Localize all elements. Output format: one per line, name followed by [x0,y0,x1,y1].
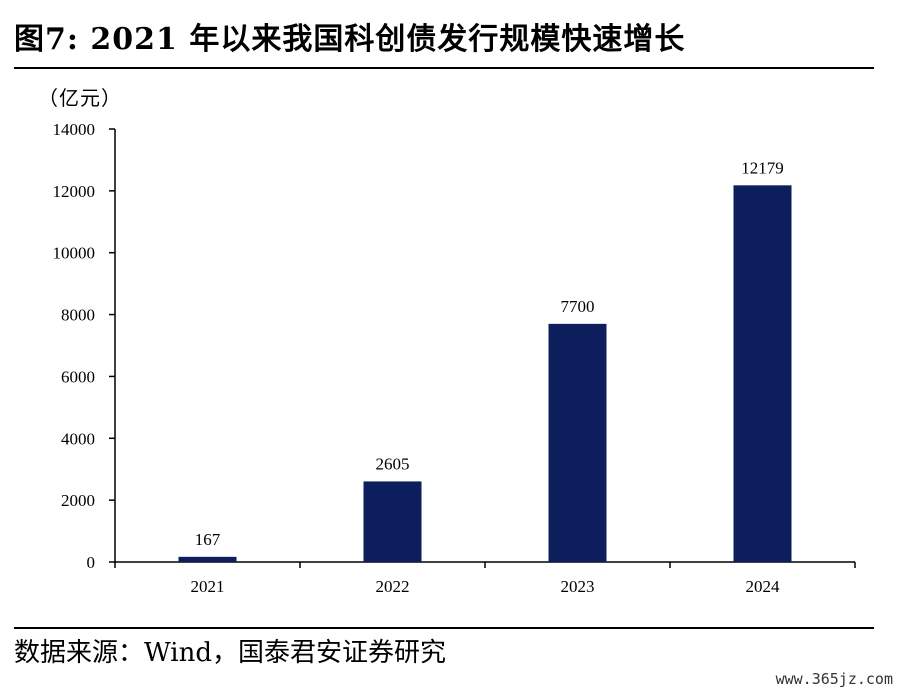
x-tick-label: 2021 [191,577,225,596]
y-tick-label: 2000 [61,491,95,510]
y-tick-label: 4000 [61,429,95,448]
x-tick-label: 2023 [561,577,595,596]
watermark: www.365jz.com [775,670,893,688]
bar [363,481,422,562]
data-label: 12179 [741,158,784,177]
y-axis-unit-label: （亿元） [38,86,122,110]
y-tick-label: 14000 [53,120,96,139]
bar-chart: 0 2000 4000 6000 8000 10000 12000 14000 167 2021 2… [53,120,856,596]
bar [733,185,792,562]
x-tick-label: 2022 [376,577,410,596]
chart-title: 图7: 2021 年以来我国科创债发行规模快速增长 [14,22,686,57]
source-note: 数据来源：Wind，国泰君安证券研究 [14,638,446,668]
source-divider [14,627,874,629]
y-tick-label: 8000 [61,306,95,325]
y-tick-label: 10000 [53,244,96,263]
bar [178,556,237,562]
y-tick-label: 6000 [61,367,95,386]
title-divider [14,67,874,69]
data-label: 7700 [561,297,595,316]
bar [548,323,607,562]
x-tick-label: 2024 [746,577,781,596]
data-label: 2605 [376,454,410,473]
y-tick-label: 12000 [53,182,96,201]
y-tick-label: 0 [87,553,96,572]
data-label: 167 [195,530,221,549]
